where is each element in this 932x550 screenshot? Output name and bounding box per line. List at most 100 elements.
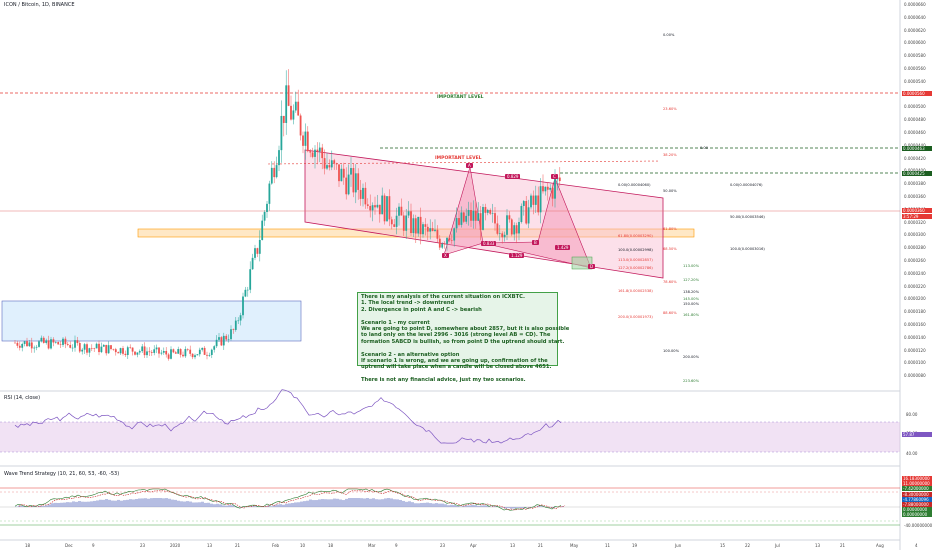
wt-bar — [63, 502, 66, 507]
wt-bar — [390, 498, 393, 507]
candle-body — [114, 349, 117, 353]
wt-badge: -8.30000000 — [902, 491, 932, 497]
wt-bar — [165, 498, 168, 507]
candle-body — [124, 353, 127, 356]
fib-label: 127.2(0.00002786) — [618, 266, 653, 270]
wt-bar — [138, 498, 141, 507]
note-line: There is not any financial advice, just … — [361, 377, 526, 384]
candle-body — [206, 354, 208, 356]
candle-body — [359, 189, 362, 199]
wt-bar — [486, 505, 489, 507]
candle-body — [215, 339, 218, 347]
candle-body — [59, 344, 62, 346]
wt-bar — [363, 498, 366, 507]
wt-bar — [438, 503, 441, 507]
wt-bar — [213, 504, 216, 507]
price-tick: 0.0000580 — [904, 53, 926, 59]
wt-bar — [360, 498, 363, 507]
time-tick: 13 — [207, 543, 213, 548]
price-tick: 0.0000300 — [904, 232, 926, 238]
candle-body — [179, 349, 182, 355]
candle-body — [165, 350, 168, 355]
candle-body — [410, 211, 412, 234]
candle-body — [134, 351, 136, 355]
analysis-note[interactable]: There is my analysis of the current situ… — [357, 292, 570, 383]
time-tick: 19 — [632, 543, 638, 548]
wt-badge: 11.00000000 — [902, 481, 932, 487]
candle-body — [417, 216, 420, 234]
fib-label: 68.50% — [663, 247, 677, 251]
wt-bar — [462, 505, 465, 507]
wt-bar — [342, 500, 345, 507]
wt-bar — [150, 498, 153, 507]
wt-bar — [528, 507, 531, 508]
wt-badge: 16.18300000 — [902, 476, 932, 481]
candle-body — [100, 346, 103, 353]
candle-body — [38, 341, 40, 347]
wt-bar — [60, 502, 63, 507]
candle-body — [369, 205, 372, 211]
candle-body — [266, 203, 268, 212]
wt-bar — [105, 499, 108, 507]
wt-bar — [480, 505, 483, 507]
price-tick: 0.0000260 — [904, 258, 926, 263]
candle-body — [177, 349, 180, 354]
candle-body — [143, 346, 146, 356]
candle-body — [347, 174, 350, 195]
candle-body — [328, 165, 331, 168]
candle-body — [314, 149, 316, 157]
note-line: We are going to point D, somewhere about… — [361, 326, 570, 333]
candle-body — [40, 337, 43, 342]
candle-body — [443, 243, 446, 245]
candle-body — [203, 347, 206, 355]
wt-histogram — [15, 498, 564, 509]
candle-body — [419, 216, 422, 235]
wt-bar — [285, 503, 288, 507]
fib-label: 138.20% — [683, 290, 699, 294]
candle-body — [395, 215, 398, 227]
candle-body — [270, 167, 273, 184]
candle-body — [33, 347, 36, 349]
candle-body — [306, 131, 309, 152]
wt-bar — [315, 500, 318, 507]
candle-body — [102, 344, 105, 347]
wt-bar — [195, 502, 198, 507]
wt-bar — [291, 503, 294, 507]
wt-bar — [135, 498, 138, 507]
candle-body — [434, 229, 436, 231]
wt-bar — [333, 498, 336, 507]
price-tick: 0.0000480 — [904, 117, 926, 123]
wt-bar — [465, 505, 468, 507]
candle-body — [194, 355, 196, 358]
candle-body — [158, 347, 160, 354]
price-tick: 0.0000440 — [904, 143, 926, 148]
candle-body — [424, 224, 427, 227]
wt-bar — [306, 500, 309, 507]
candle-body — [201, 347, 204, 350]
price-badge: 0.0000463 — [902, 146, 932, 151]
candle-body — [126, 347, 129, 356]
candle-body — [294, 101, 297, 111]
time-tick: 18 — [25, 543, 31, 548]
wt-bar — [249, 506, 252, 507]
wt-bar — [84, 501, 87, 507]
candle-body — [302, 135, 304, 146]
important-level-label-1: IMPORTANT LEVEL — [437, 95, 484, 100]
rsi-line — [14, 389, 562, 444]
wt-bar — [210, 503, 213, 507]
fib-label: 200.00% — [683, 355, 699, 359]
candle-body — [57, 342, 60, 345]
wt-bar — [381, 499, 384, 507]
time-tick: 15 — [720, 543, 726, 548]
candle-body — [405, 215, 408, 231]
candle-body — [501, 233, 504, 238]
wt-bar — [393, 499, 396, 507]
wt-bar — [441, 503, 444, 507]
time-tick: Aug — [876, 543, 884, 548]
descending-channel — [304, 149, 664, 279]
wt-bar — [51, 503, 54, 507]
wt-bar — [66, 502, 69, 507]
candle-body — [146, 351, 148, 356]
candle-body — [218, 337, 220, 340]
